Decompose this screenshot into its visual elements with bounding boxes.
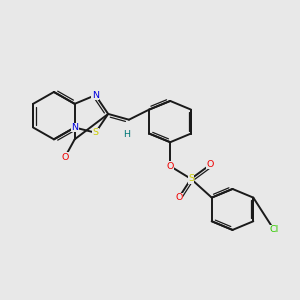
Text: O: O	[207, 160, 214, 169]
Text: N: N	[92, 91, 99, 100]
Text: H: H	[123, 130, 130, 139]
Text: S: S	[92, 128, 98, 137]
Text: O: O	[175, 193, 182, 202]
Text: S: S	[188, 174, 194, 183]
Text: N: N	[71, 123, 78, 132]
Text: Cl: Cl	[269, 225, 279, 234]
Text: O: O	[167, 162, 174, 171]
Text: O: O	[61, 153, 69, 162]
